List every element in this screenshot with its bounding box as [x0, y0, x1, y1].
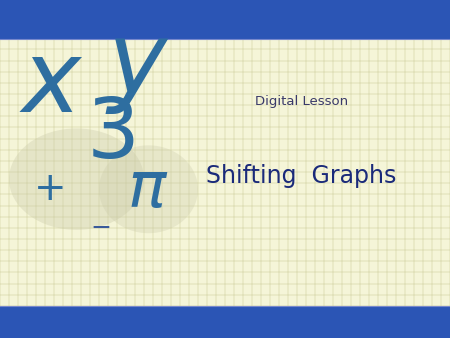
- Text: $\mathit{y}$: $\mathit{y}$: [105, 19, 170, 116]
- Text: Shifting  Graphs: Shifting Graphs: [206, 164, 397, 188]
- Text: $+$: $+$: [33, 170, 64, 208]
- Bar: [0, 306, 450, 338]
- Text: $\pi$: $\pi$: [127, 159, 168, 220]
- Text: Digital Lesson: Digital Lesson: [255, 95, 348, 108]
- Ellipse shape: [9, 128, 144, 230]
- Bar: [0, 0, 450, 39]
- Ellipse shape: [99, 145, 198, 233]
- Text: $\mathit{x}$: $\mathit{x}$: [19, 36, 84, 133]
- Bar: [0, 39, 450, 306]
- Text: $-$: $-$: [90, 214, 110, 239]
- Text: $\mathit{3}$: $\mathit{3}$: [86, 95, 135, 175]
